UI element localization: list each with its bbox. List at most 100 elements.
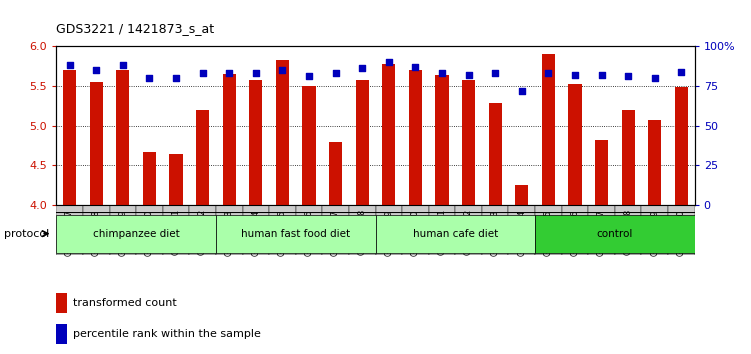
Text: chimpanzee diet: chimpanzee diet — [92, 229, 179, 239]
Point — [90, 67, 102, 73]
Bar — [56, 293, 67, 314]
Bar — [116, 70, 129, 205]
Point — [303, 73, 315, 79]
Bar — [216, 205, 243, 255]
Text: GSM144712: GSM144712 — [198, 209, 207, 255]
Bar — [89, 82, 103, 205]
Bar — [541, 54, 555, 205]
Text: GSM144723: GSM144723 — [490, 209, 499, 256]
Bar — [455, 205, 482, 255]
Text: GSM144729: GSM144729 — [650, 209, 659, 256]
Bar — [56, 215, 216, 253]
Text: protocol: protocol — [4, 229, 49, 239]
Bar — [535, 215, 695, 253]
Text: GSM144716: GSM144716 — [304, 209, 313, 256]
Text: GSM144713: GSM144713 — [225, 209, 234, 256]
Point — [383, 59, 395, 65]
Bar — [588, 205, 615, 255]
Text: GSM144717: GSM144717 — [331, 209, 340, 256]
Bar — [535, 205, 562, 255]
Bar — [83, 205, 110, 255]
Text: GSM144724: GSM144724 — [517, 209, 526, 256]
Point — [276, 67, 288, 73]
Text: GSM144714: GSM144714 — [252, 209, 261, 256]
Bar — [276, 60, 289, 205]
Bar — [322, 205, 349, 255]
Point — [463, 72, 475, 78]
Text: GSM144708: GSM144708 — [92, 209, 101, 256]
Bar — [196, 110, 210, 205]
Bar — [436, 75, 448, 205]
Bar — [355, 80, 369, 205]
Text: GSM144711: GSM144711 — [171, 209, 180, 255]
Bar — [170, 154, 182, 205]
Bar — [376, 215, 535, 253]
Bar — [402, 205, 429, 255]
Point — [250, 70, 262, 76]
Point — [596, 72, 608, 78]
Bar — [303, 86, 315, 205]
Point — [489, 70, 501, 76]
Point — [197, 70, 209, 76]
Text: GSM144727: GSM144727 — [597, 209, 606, 256]
Text: GSM144707: GSM144707 — [65, 209, 74, 256]
Bar — [349, 205, 376, 255]
Point — [223, 70, 235, 76]
Bar — [136, 205, 163, 255]
Bar — [409, 70, 422, 205]
Bar — [216, 215, 376, 253]
Point — [330, 70, 342, 76]
Bar — [641, 205, 668, 255]
Bar — [622, 110, 635, 205]
Point — [143, 75, 155, 81]
Bar — [249, 80, 262, 205]
Point — [649, 75, 661, 81]
Text: GSM144726: GSM144726 — [571, 209, 580, 256]
Point — [170, 75, 182, 81]
Text: human cafe diet: human cafe diet — [412, 229, 498, 239]
Bar — [296, 205, 322, 255]
Bar — [569, 84, 581, 205]
Bar — [508, 205, 535, 255]
Text: control: control — [597, 229, 633, 239]
Bar — [189, 205, 216, 255]
Point — [516, 88, 528, 93]
Text: transformed count: transformed count — [73, 298, 176, 308]
Text: GSM144718: GSM144718 — [357, 209, 366, 255]
Point — [409, 64, 421, 69]
Text: GSM144710: GSM144710 — [145, 209, 154, 256]
Bar — [56, 205, 83, 255]
Text: GSM144722: GSM144722 — [464, 209, 473, 255]
Bar — [595, 140, 608, 205]
Text: GSM144715: GSM144715 — [278, 209, 287, 256]
Text: GSM144721: GSM144721 — [438, 209, 447, 255]
Bar — [382, 63, 396, 205]
Point — [622, 73, 634, 79]
Bar — [648, 120, 662, 205]
Point — [675, 69, 687, 74]
Text: GSM144720: GSM144720 — [411, 209, 420, 256]
Bar — [668, 205, 695, 255]
Bar — [429, 205, 455, 255]
Point — [542, 70, 554, 76]
Point — [117, 62, 129, 68]
Text: GSM144725: GSM144725 — [544, 209, 553, 256]
Text: GSM144730: GSM144730 — [677, 209, 686, 256]
Bar — [462, 80, 475, 205]
Bar — [489, 103, 502, 205]
Text: GSM144728: GSM144728 — [623, 209, 632, 255]
Bar — [56, 324, 67, 344]
Bar — [329, 142, 342, 205]
Point — [436, 70, 448, 76]
Bar — [243, 205, 269, 255]
Bar — [222, 74, 236, 205]
Text: percentile rank within the sample: percentile rank within the sample — [73, 329, 261, 339]
Bar — [376, 205, 402, 255]
Text: GDS3221 / 1421873_s_at: GDS3221 / 1421873_s_at — [56, 22, 215, 35]
Text: GSM144719: GSM144719 — [385, 209, 394, 256]
Bar — [515, 185, 529, 205]
Bar — [110, 205, 136, 255]
Text: GSM144709: GSM144709 — [119, 209, 128, 256]
Point — [569, 72, 581, 78]
Point — [64, 62, 76, 68]
